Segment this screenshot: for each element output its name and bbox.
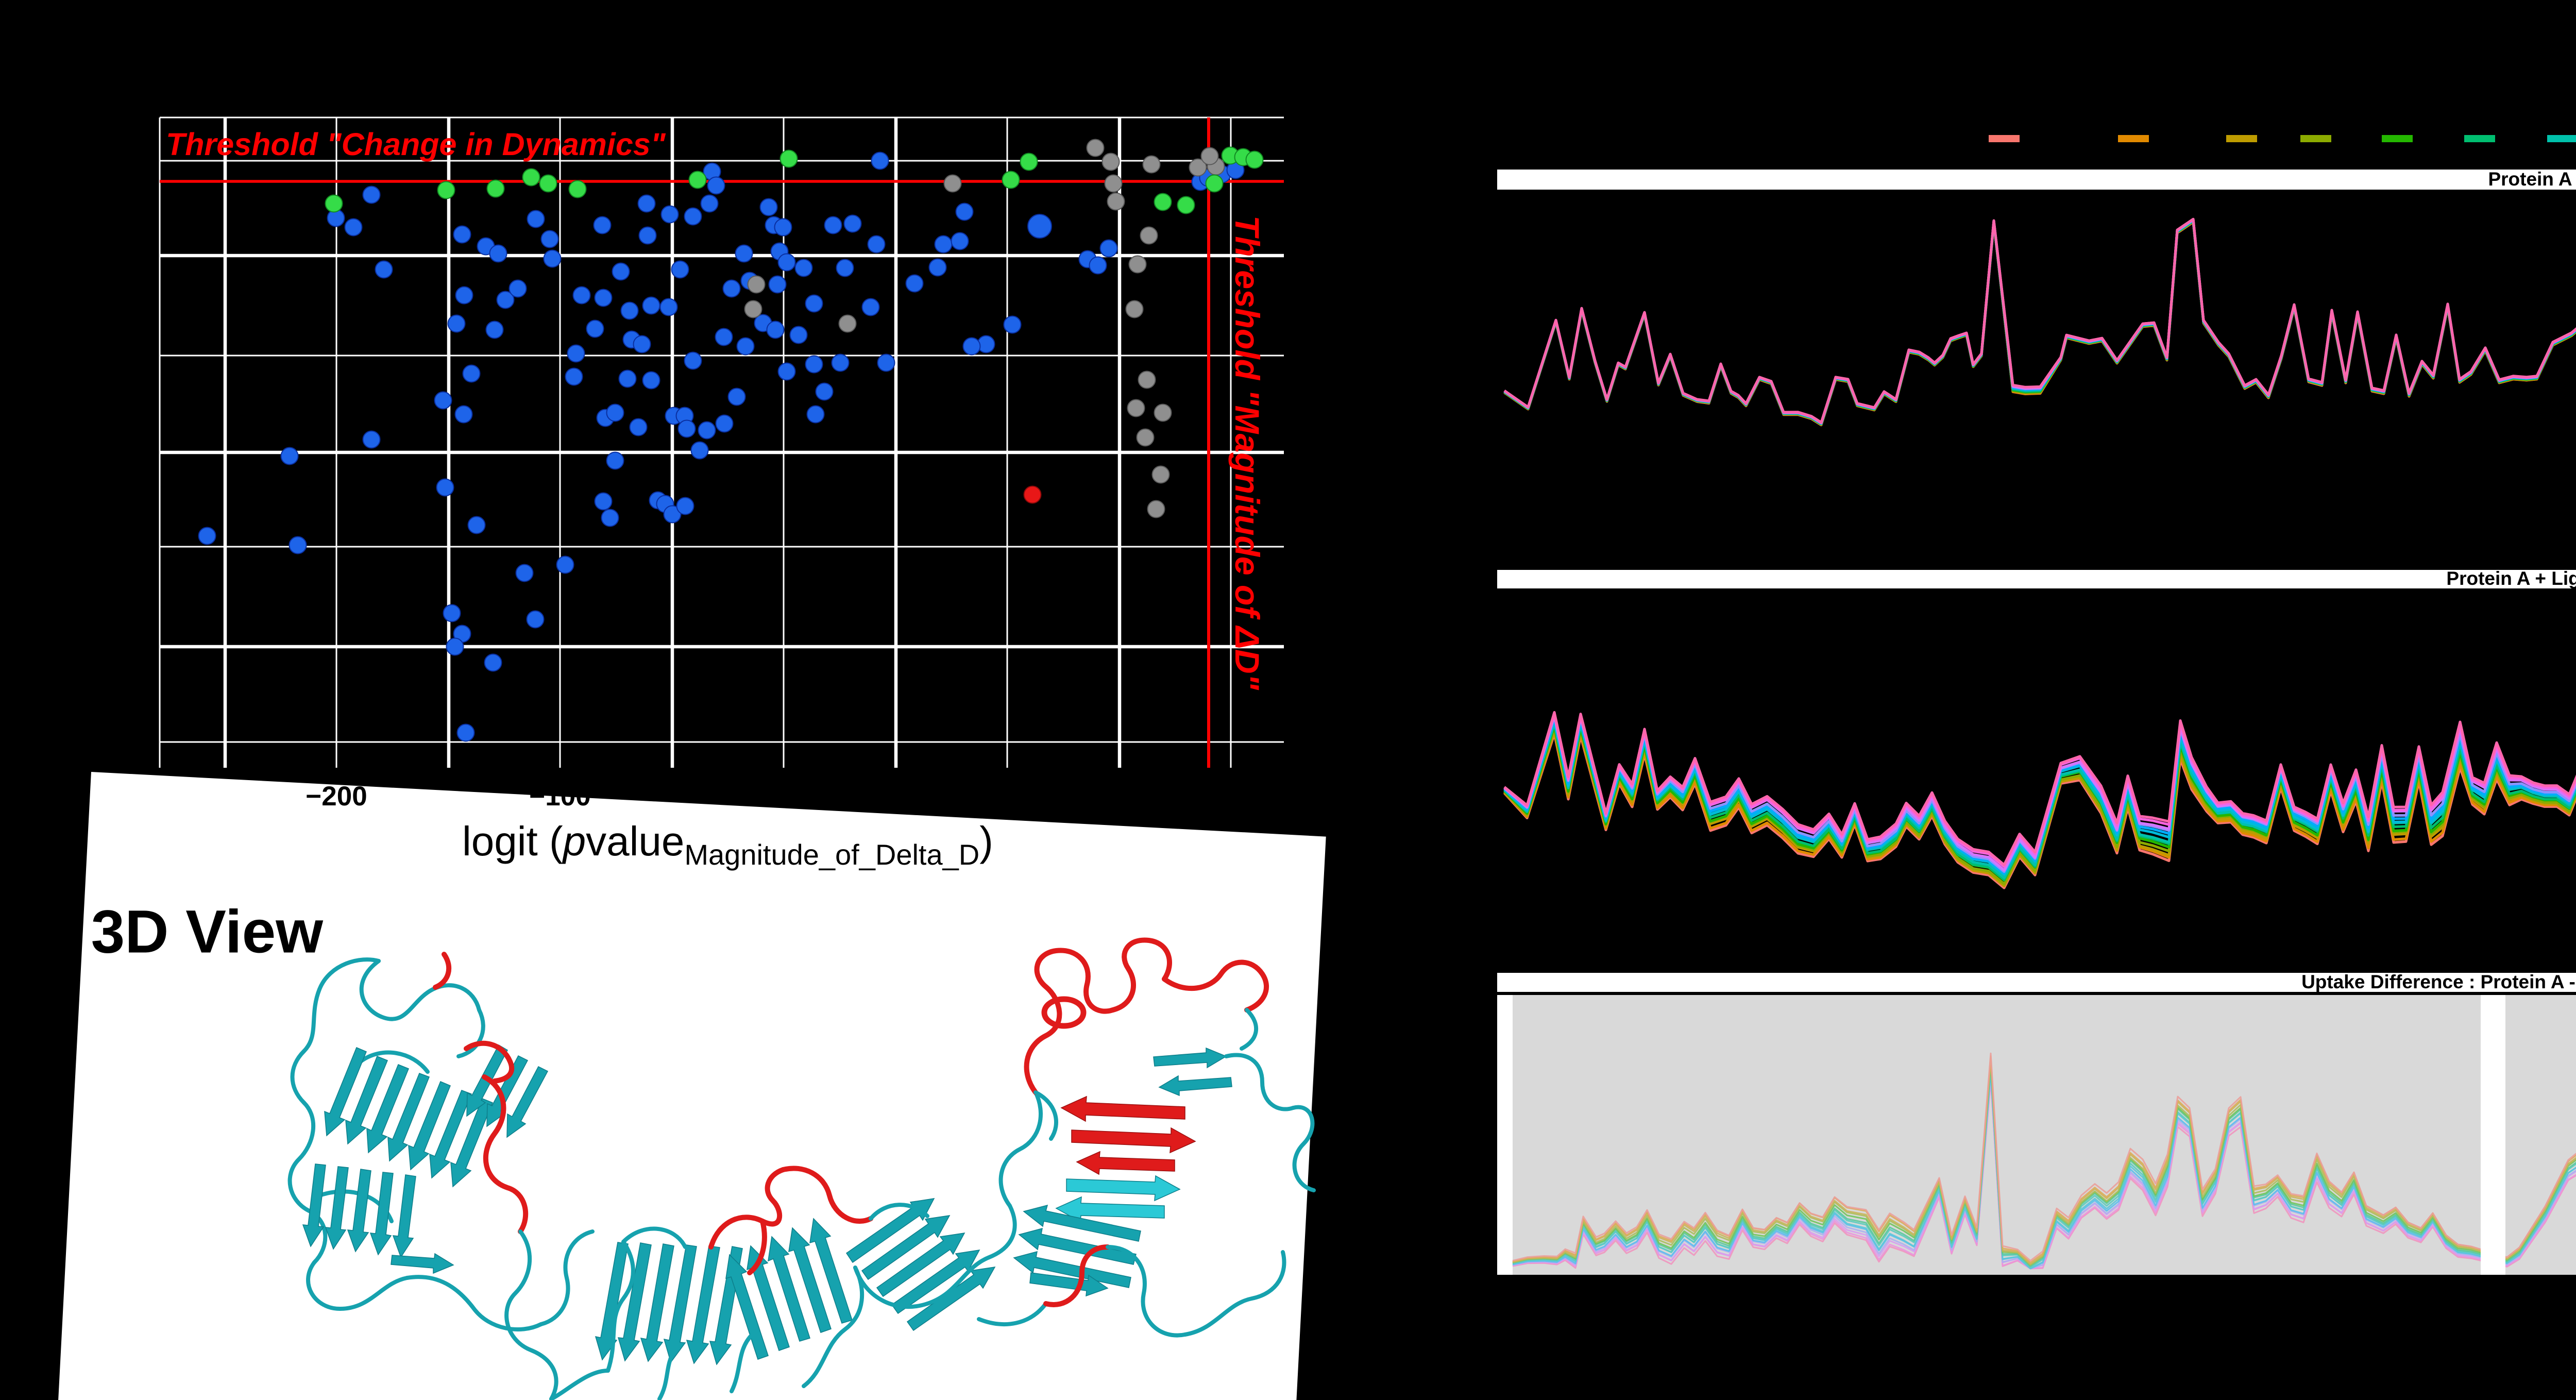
svg-text:Threshold "Magnitude of ΔD": Threshold "Magnitude of ΔD" <box>1228 215 1266 690</box>
svg-text:−100: −100 <box>529 781 590 812</box>
svg-text:−200: −200 <box>306 781 367 812</box>
svg-text:Protein A: Protein A <box>2488 168 2572 190</box>
svg-text:Protein A + Ligand: Protein A + Ligand <box>2446 568 2576 589</box>
svg-text:Threshold "Change in Dynamics": Threshold "Change in Dynamics" <box>166 127 666 162</box>
svg-text:3D View: 3D View <box>91 898 324 966</box>
svg-text:Uptake Difference : Protein A: Uptake Difference : Protein A - (Protein… <box>2301 971 2576 992</box>
